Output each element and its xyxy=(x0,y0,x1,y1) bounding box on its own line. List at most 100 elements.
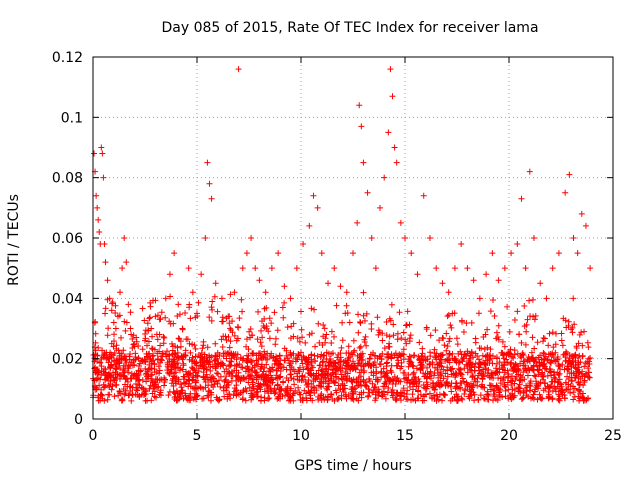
data-point xyxy=(382,372,389,379)
data-point xyxy=(468,348,475,355)
data-point xyxy=(490,397,497,404)
y-tick-label: 0.06 xyxy=(52,231,83,247)
data-point xyxy=(464,348,471,355)
data-point xyxy=(322,363,329,370)
data-point xyxy=(394,391,401,398)
data-point xyxy=(344,370,351,377)
data-point xyxy=(483,271,490,278)
data-point xyxy=(266,335,273,342)
data-point xyxy=(524,384,531,391)
data-point xyxy=(575,387,582,394)
data-point xyxy=(481,384,488,391)
data-point xyxy=(363,383,370,390)
data-point xyxy=(501,343,508,350)
data-point xyxy=(394,330,401,337)
data-point xyxy=(181,373,188,380)
data-point xyxy=(566,370,573,377)
data-point xyxy=(268,320,275,327)
data-point xyxy=(348,362,355,369)
data-point xyxy=(539,370,546,377)
data-point xyxy=(243,375,250,382)
data-point xyxy=(94,367,101,374)
data-point xyxy=(527,387,534,394)
data-point xyxy=(458,395,465,402)
data-point xyxy=(515,367,522,374)
data-point xyxy=(256,384,263,391)
data-point xyxy=(294,355,301,362)
data-point xyxy=(380,365,387,372)
data-point xyxy=(416,339,423,346)
data-point xyxy=(315,320,322,327)
data-point xyxy=(540,334,547,341)
data-point xyxy=(223,336,230,343)
data-point xyxy=(524,372,531,379)
data-point xyxy=(458,241,465,248)
data-point xyxy=(94,352,101,359)
data-point xyxy=(332,371,339,378)
data-point xyxy=(129,336,136,343)
data-point xyxy=(517,376,524,383)
data-point xyxy=(318,367,325,374)
data-point xyxy=(120,373,127,380)
data-point xyxy=(555,391,562,398)
data-point xyxy=(195,351,202,358)
data-point xyxy=(200,373,207,380)
data-point xyxy=(534,339,541,346)
data-point xyxy=(300,366,307,373)
data-point xyxy=(522,265,529,272)
data-point xyxy=(348,386,355,393)
data-point xyxy=(287,335,294,342)
data-point xyxy=(208,195,215,202)
data-point xyxy=(493,382,500,389)
data-point xyxy=(468,392,475,399)
data-point xyxy=(301,387,308,394)
data-point xyxy=(101,370,108,377)
data-point xyxy=(91,150,98,157)
data-point xyxy=(482,366,489,373)
data-point xyxy=(208,382,215,389)
data-point xyxy=(333,389,340,396)
data-point xyxy=(157,387,164,394)
data-point xyxy=(101,241,108,248)
data-point xyxy=(359,357,366,364)
data-point xyxy=(332,379,339,386)
data-point xyxy=(384,389,391,396)
data-point xyxy=(112,309,119,316)
data-point xyxy=(560,351,567,358)
data-point xyxy=(528,349,535,356)
data-point xyxy=(420,370,427,377)
data-point xyxy=(93,192,100,199)
data-point xyxy=(314,204,321,211)
data-point xyxy=(495,336,502,343)
data-point xyxy=(494,355,501,362)
data-point xyxy=(537,352,544,359)
data-point xyxy=(117,365,124,372)
data-point xyxy=(496,391,503,398)
data-point xyxy=(152,297,159,304)
data-point xyxy=(521,358,528,365)
data-point xyxy=(514,308,521,315)
data-point xyxy=(99,150,106,157)
data-point xyxy=(416,378,423,385)
data-point xyxy=(234,335,241,342)
data-point xyxy=(484,369,491,376)
data-point xyxy=(360,159,367,166)
data-point xyxy=(308,362,315,369)
data-point xyxy=(445,357,452,364)
data-point xyxy=(419,350,426,357)
data-point xyxy=(161,334,168,341)
data-point xyxy=(323,331,330,338)
data-point xyxy=(570,396,577,403)
data-point xyxy=(554,354,561,361)
data-point xyxy=(152,313,159,320)
data-point xyxy=(379,330,386,337)
data-point xyxy=(390,389,397,396)
data-point xyxy=(434,361,441,368)
data-point xyxy=(261,388,268,395)
data-point xyxy=(300,241,307,248)
data-point xyxy=(207,397,214,404)
data-point xyxy=(432,327,439,334)
data-point xyxy=(225,379,232,386)
data-point xyxy=(439,351,446,358)
data-point xyxy=(291,381,298,388)
